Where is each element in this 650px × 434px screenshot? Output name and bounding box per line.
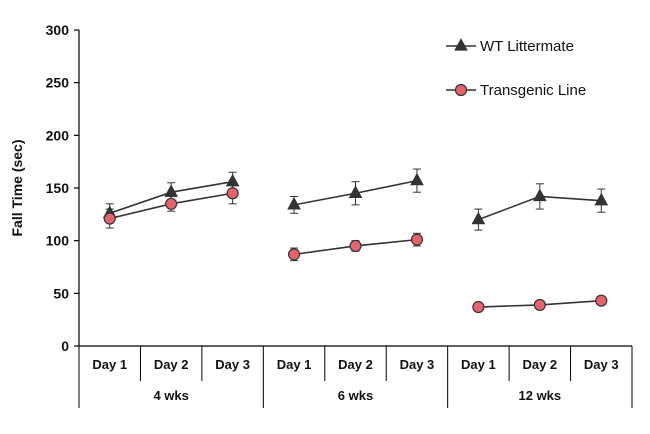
legend-item: Transgenic Line: [446, 82, 586, 99]
x-category-label: Day 3: [584, 357, 619, 372]
data-point: [594, 192, 609, 206]
data-point: [348, 185, 363, 198]
x-category-label: Day 2: [338, 357, 373, 372]
x-group-label: 4 wks: [153, 388, 188, 403]
x-category-label: Day 1: [277, 357, 312, 372]
data-point: [410, 172, 424, 186]
x-group-label: 12 wks: [519, 388, 562, 403]
data-point: [226, 187, 239, 200]
triangle-marker-icon: [454, 38, 468, 51]
series-wt: [102, 168, 609, 231]
x-axis: Day 1 Day 2 Day 3 4 wks Day 1 Day 2 Day 3 6 wks…: [78, 345, 633, 408]
series-transgenic: [103, 182, 608, 314]
data-point: [472, 300, 485, 314]
data-point: [287, 196, 301, 210]
circle-marker-icon: [454, 83, 468, 97]
y-tick-label: 200: [46, 127, 70, 143]
legend: WT Littermate Transgenic Line: [446, 38, 586, 99]
data-point: [533, 298, 546, 312]
data-point: [595, 294, 608, 307]
data-point: [532, 188, 547, 202]
x-group-label: 6 wks: [338, 388, 373, 403]
y-axis-label: Fall Time (sec): [9, 139, 25, 236]
x-category-label: Day 3: [215, 357, 250, 372]
x-category-label: Day 2: [522, 357, 557, 372]
data-point: [471, 211, 486, 225]
data-point: [410, 233, 424, 246]
data-point: [165, 197, 178, 210]
y-tick-label: 300: [46, 22, 70, 38]
data-point: [349, 239, 362, 253]
x-category-label: Day 1: [92, 357, 127, 372]
x-category-label: Day 3: [400, 357, 435, 372]
y-tick-label: 100: [46, 233, 70, 249]
y-tick-label: 0: [61, 338, 69, 354]
legend-item: WT Littermate: [446, 38, 574, 55]
y-axis: 0 50 100 150 200 250 300: [46, 22, 80, 354]
y-tick-label: 250: [46, 75, 70, 91]
x-category-label: Day 1: [461, 357, 496, 372]
legend-label: WT Littermate: [480, 38, 574, 55]
x-category-label: Day 2: [154, 357, 189, 372]
series-area: [102, 168, 609, 314]
legend-label: Transgenic Line: [480, 82, 586, 99]
y-tick-label: 150: [46, 180, 70, 196]
y-tick-label: 50: [53, 285, 69, 301]
data-point: [103, 212, 116, 225]
data-point: [287, 248, 301, 261]
